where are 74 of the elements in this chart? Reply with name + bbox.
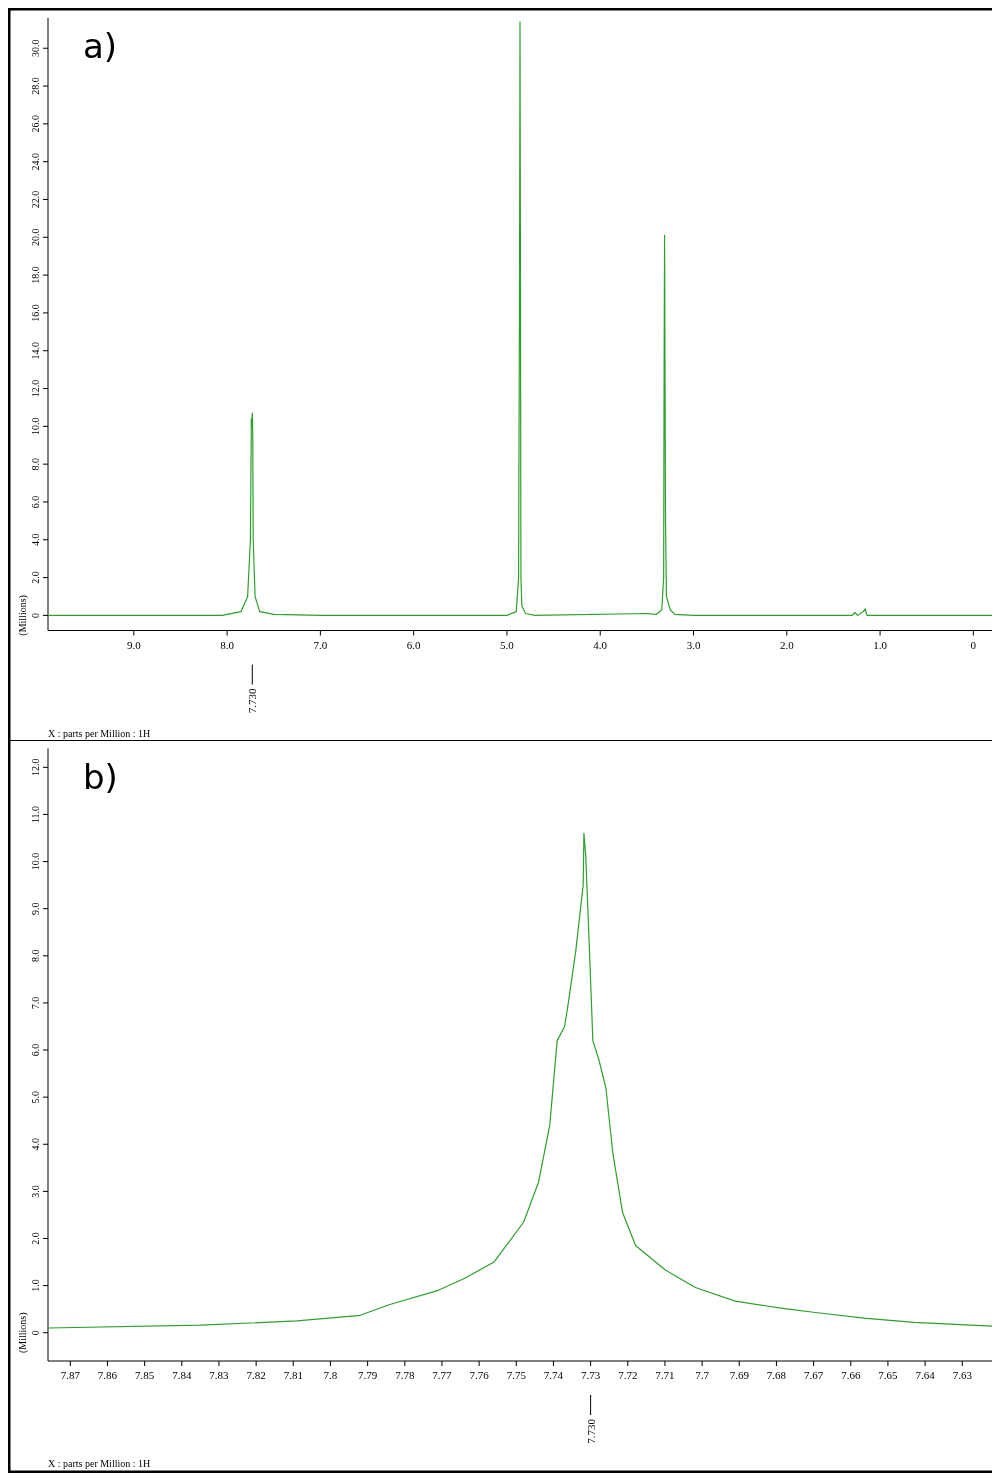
y-tick-label: 28.0 [30, 77, 41, 95]
y-tick-label: 4.0 [30, 1138, 41, 1151]
y-tick-label: 2.0 [30, 571, 41, 584]
line-series [48, 21, 992, 616]
x-tick-label: 0 [970, 638, 977, 651]
x-tick-label: 7.75 [506, 1369, 527, 1381]
x-tick-label: 7.82 [246, 1369, 266, 1381]
y-tick-label: 24.0 [30, 152, 41, 171]
x-tick-label: 7.0 [313, 638, 328, 651]
x-tick-label: 4.0 [593, 638, 608, 651]
y-tick-label: 18.0 [30, 266, 41, 284]
x-tick-label: 1.0 [873, 638, 888, 651]
y-tick-label: 6.0 [30, 1043, 41, 1057]
x-tick-label: 8.0 [220, 638, 235, 651]
annotation: 7.730 [584, 1418, 597, 1444]
x-tick-label: 7.74 [543, 1369, 564, 1381]
y-tick-label: 12.0 [30, 379, 41, 398]
y-tick-label: 10.0 [30, 852, 41, 871]
x-tick-label: 7.78 [395, 1369, 415, 1381]
y-tick-label: 1.0 [30, 1279, 41, 1292]
y-tick-label: 22.0 [30, 190, 41, 209]
x-tick-label: 7.8 [323, 1369, 338, 1381]
y-tick-label: 7.0 [30, 996, 41, 1010]
y-tick-label: 5.0 [30, 1090, 41, 1104]
y-tick-label: 8.0 [30, 949, 41, 963]
x-tick-label: 2.0 [779, 638, 795, 651]
y-tick-label: 0 [30, 1330, 41, 1336]
x-tick-label: 7.77 [432, 1369, 453, 1381]
x-tick-label: 7.66 [841, 1369, 861, 1381]
x-tick-label: 6.0 [406, 638, 422, 651]
line-series [48, 832, 992, 1329]
x-tick-label: 7.65 [878, 1369, 899, 1381]
y-tick-label: 0 [30, 612, 41, 618]
x-tick-label: 9.0 [126, 638, 142, 651]
x-tick-label: 7.84 [172, 1369, 192, 1381]
x-tick-label: 7.81 [283, 1369, 303, 1381]
x-tick-label: 7.73 [580, 1369, 601, 1381]
x-tick-label: 7.71 [655, 1369, 675, 1381]
y-tick-label: 8.0 [30, 457, 41, 471]
x-tick-label: 7.67 [803, 1369, 824, 1381]
x-tick-label: 7.86 [97, 1369, 118, 1381]
y-tick-label: 11.0 [30, 805, 41, 824]
y-tick-label: 3.0 [30, 1185, 41, 1198]
y-tick-label: 6.0 [30, 495, 41, 509]
y-tick-label: 2.0 [30, 1232, 41, 1245]
x-tick-label: 7.79 [358, 1369, 378, 1381]
x-tick-label: 7.69 [729, 1369, 750, 1381]
chart-title: a) [83, 26, 118, 66]
x-tick-label: 7.85 [135, 1369, 155, 1381]
y-axis-title: (Millions) [17, 1312, 29, 1354]
x-tick-label: 7.68 [766, 1369, 787, 1381]
y-tick-label: 14.0 [30, 341, 41, 360]
annotation: 7.730 [246, 688, 259, 714]
x-axis-title: X : parts per Million : 1H [48, 1458, 151, 1469]
x-tick-label: 7.64 [915, 1369, 936, 1381]
y-tick-label: 30.0 [30, 39, 41, 57]
x-tick-label: 5.0 [500, 638, 515, 651]
x-tick-label: 7.63 [952, 1369, 973, 1381]
y-tick-label: 12.0 [30, 758, 41, 777]
chart-title: b) [83, 756, 118, 797]
y-tick-label: 10.0 [30, 417, 41, 436]
y-tick-label: 16.0 [30, 304, 41, 322]
x-tick-label: 7.83 [209, 1369, 230, 1381]
y-tick-label: 9.0 [30, 902, 41, 915]
y-axis-title: (Millions) [17, 595, 29, 636]
x-tick-label: 3.0 [686, 638, 701, 651]
y-tick-label: 26.0 [30, 115, 41, 133]
y-tick-label: 20.0 [30, 228, 41, 247]
x-tick-label: 7.72 [618, 1369, 638, 1381]
x-tick-label: 7.76 [469, 1369, 490, 1381]
x-tick-label: 7.87 [60, 1369, 81, 1381]
x-axis-title: X : parts per Million : 1H [48, 727, 151, 739]
y-tick-label: 4.0 [30, 533, 41, 547]
x-tick-label: 7.7 [695, 1369, 710, 1381]
